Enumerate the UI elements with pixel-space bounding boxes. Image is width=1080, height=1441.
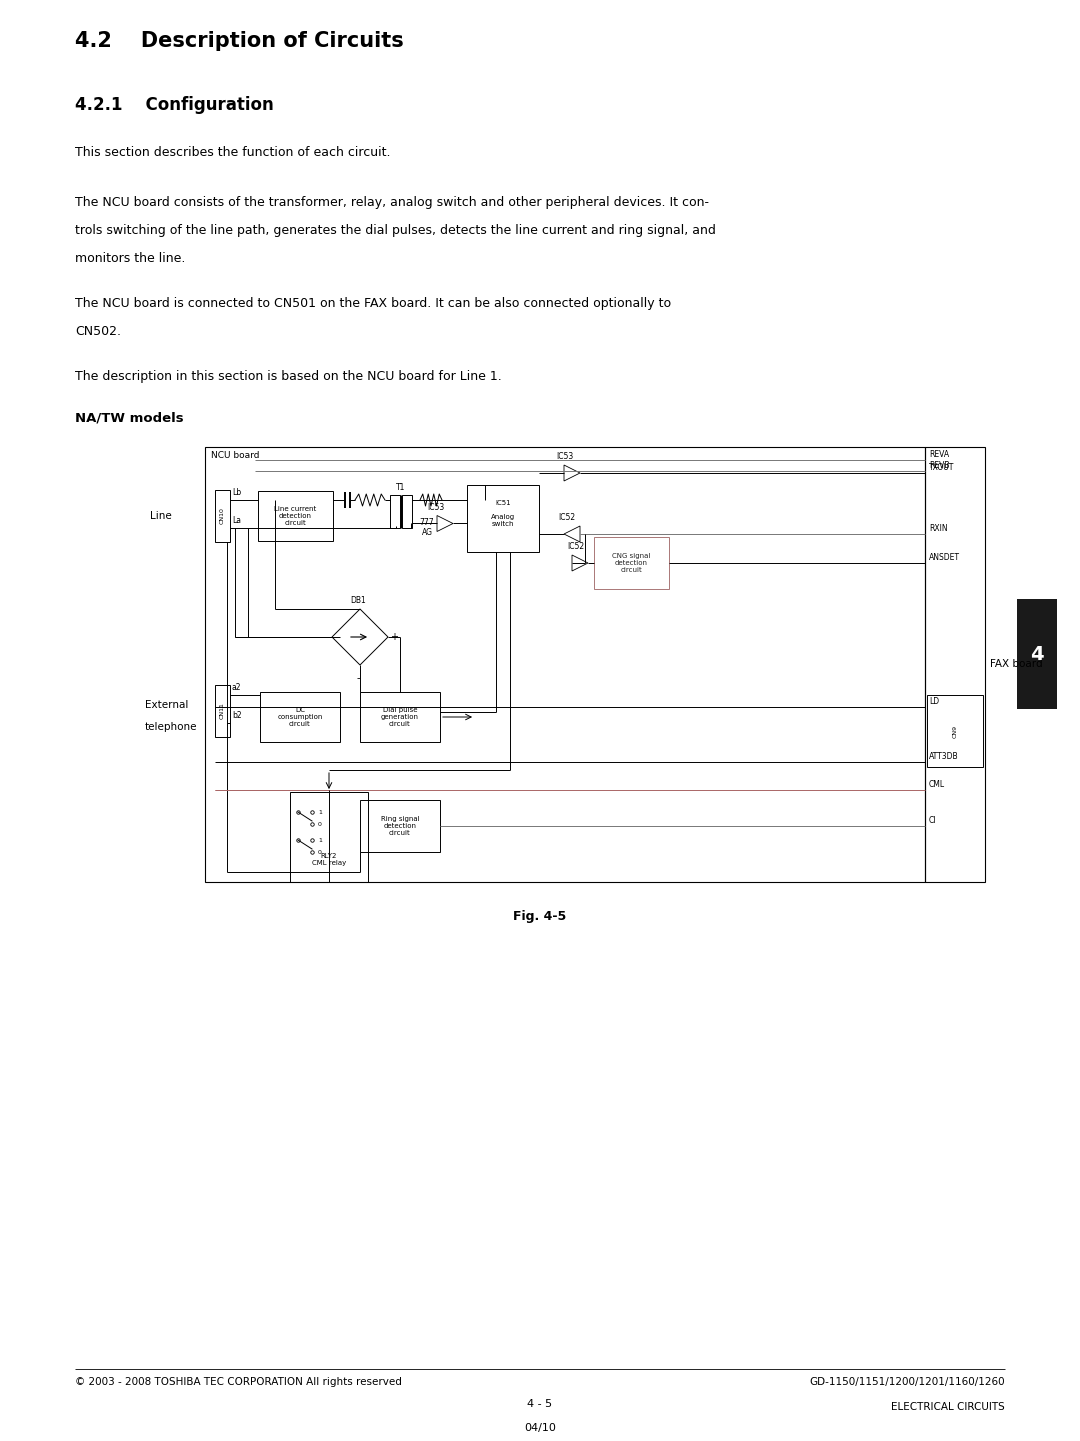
- Text: +: +: [390, 633, 399, 643]
- Text: IC51

Analog
switch: IC51 Analog switch: [491, 500, 515, 527]
- Text: RLY2
CML relay: RLY2 CML relay: [312, 853, 346, 866]
- Text: 777
AG: 777 AG: [420, 517, 434, 537]
- Text: 1: 1: [318, 810, 322, 816]
- Bar: [467, 486, 539, 552]
- Text: GD-1150/1151/1200/1201/1160/1260: GD-1150/1151/1200/1201/1160/1260: [809, 1378, 1005, 1388]
- Text: FAX board: FAX board: [990, 660, 1042, 670]
- Text: -: -: [356, 673, 360, 683]
- Text: 4.2.1    Configuration: 4.2.1 Configuration: [75, 97, 273, 114]
- Text: The description in this section is based on the NCU board for Line 1.: The description in this section is based…: [75, 370, 502, 383]
- Text: REVB: REVB: [929, 461, 949, 470]
- Text: 04/10: 04/10: [524, 1424, 556, 1432]
- Bar: [360, 800, 440, 852]
- Bar: [924, 447, 985, 882]
- Text: ATT3DB: ATT3DB: [929, 752, 959, 761]
- Bar: [260, 692, 340, 742]
- Text: IC52: IC52: [558, 513, 576, 522]
- Text: CN502.: CN502.: [75, 326, 121, 339]
- Text: CNG signal
detection
circuit: CNG signal detection circuit: [612, 553, 650, 574]
- Text: 4.2    Description of Circuits: 4.2 Description of Circuits: [75, 32, 404, 50]
- Text: ANSDET: ANSDET: [929, 553, 960, 562]
- Text: NA/TW models: NA/TW models: [75, 412, 184, 425]
- Bar: [403, 496, 411, 527]
- Bar: [1017, 599, 1057, 709]
- Text: This section describes the function of each circuit.: This section describes the function of e…: [75, 146, 391, 159]
- Text: IC52: IC52: [567, 542, 584, 550]
- Text: a2: a2: [232, 683, 242, 692]
- Bar: [215, 684, 230, 736]
- Text: CI: CI: [929, 816, 936, 826]
- Text: b2: b2: [232, 710, 242, 720]
- Text: La: La: [232, 516, 241, 525]
- Text: The NCU board is connected to CN501 on the FAX board. It can be also connected o: The NCU board is connected to CN501 on t…: [75, 297, 671, 310]
- Text: IC53: IC53: [428, 503, 445, 512]
- Text: 0: 0: [318, 850, 322, 855]
- Bar: [215, 490, 230, 542]
- Text: Line: Line: [150, 512, 172, 522]
- Text: CN11: CN11: [220, 703, 225, 719]
- Text: Dial pulse
generation
circuit: Dial pulse generation circuit: [381, 708, 419, 728]
- Text: IC53: IC53: [556, 452, 573, 461]
- Text: T1: T1: [396, 483, 406, 491]
- Text: telephone: telephone: [145, 722, 198, 732]
- Polygon shape: [437, 516, 453, 532]
- Text: monitors the line.: monitors the line.: [75, 252, 186, 265]
- Polygon shape: [332, 610, 388, 664]
- Polygon shape: [572, 555, 588, 571]
- Text: Line current
detection
circuit: Line current detection circuit: [274, 506, 316, 526]
- Polygon shape: [564, 526, 580, 542]
- Polygon shape: [564, 465, 580, 481]
- Text: ELECTRICAL CIRCUITS: ELECTRICAL CIRCUITS: [891, 1402, 1005, 1412]
- Text: -: -: [322, 633, 326, 643]
- Text: External: External: [145, 700, 188, 710]
- Bar: [360, 692, 440, 742]
- Text: REVA: REVA: [929, 450, 949, 460]
- Bar: [258, 491, 333, 540]
- Text: LD: LD: [929, 697, 940, 706]
- Text: CN10: CN10: [220, 507, 225, 525]
- Text: DB1: DB1: [350, 597, 366, 605]
- Text: Fig. 4-5: Fig. 4-5: [513, 911, 567, 924]
- Text: © 2003 - 2008 TOSHIBA TEC CORPORATION All rights reserved: © 2003 - 2008 TOSHIBA TEC CORPORATION Al…: [75, 1378, 402, 1388]
- Text: Ring signal
detection
circuit: Ring signal detection circuit: [380, 816, 419, 836]
- Text: 4: 4: [1030, 646, 1043, 664]
- Text: TXOUT: TXOUT: [929, 463, 955, 473]
- Text: trols switching of the line path, generates the dial pulses, detects the line cu: trols switching of the line path, genera…: [75, 223, 716, 236]
- Text: NCU board: NCU board: [211, 451, 259, 460]
- Text: Lb: Lb: [232, 488, 241, 497]
- Bar: [594, 537, 669, 589]
- Text: The NCU board consists of the transformer, relay, analog switch and other periph: The NCU board consists of the transforme…: [75, 196, 708, 209]
- Text: 0: 0: [318, 821, 322, 827]
- Text: 4 - 5: 4 - 5: [527, 1399, 553, 1409]
- Bar: [390, 496, 400, 527]
- Text: CN9: CN9: [953, 725, 958, 738]
- Text: 1: 1: [318, 839, 322, 843]
- Text: DC
consumption
circuit: DC consumption circuit: [278, 708, 323, 728]
- Bar: [927, 695, 983, 767]
- Text: CML: CML: [929, 780, 945, 790]
- Text: RXIN: RXIN: [929, 525, 947, 533]
- Bar: [205, 447, 924, 882]
- Bar: [291, 793, 368, 882]
